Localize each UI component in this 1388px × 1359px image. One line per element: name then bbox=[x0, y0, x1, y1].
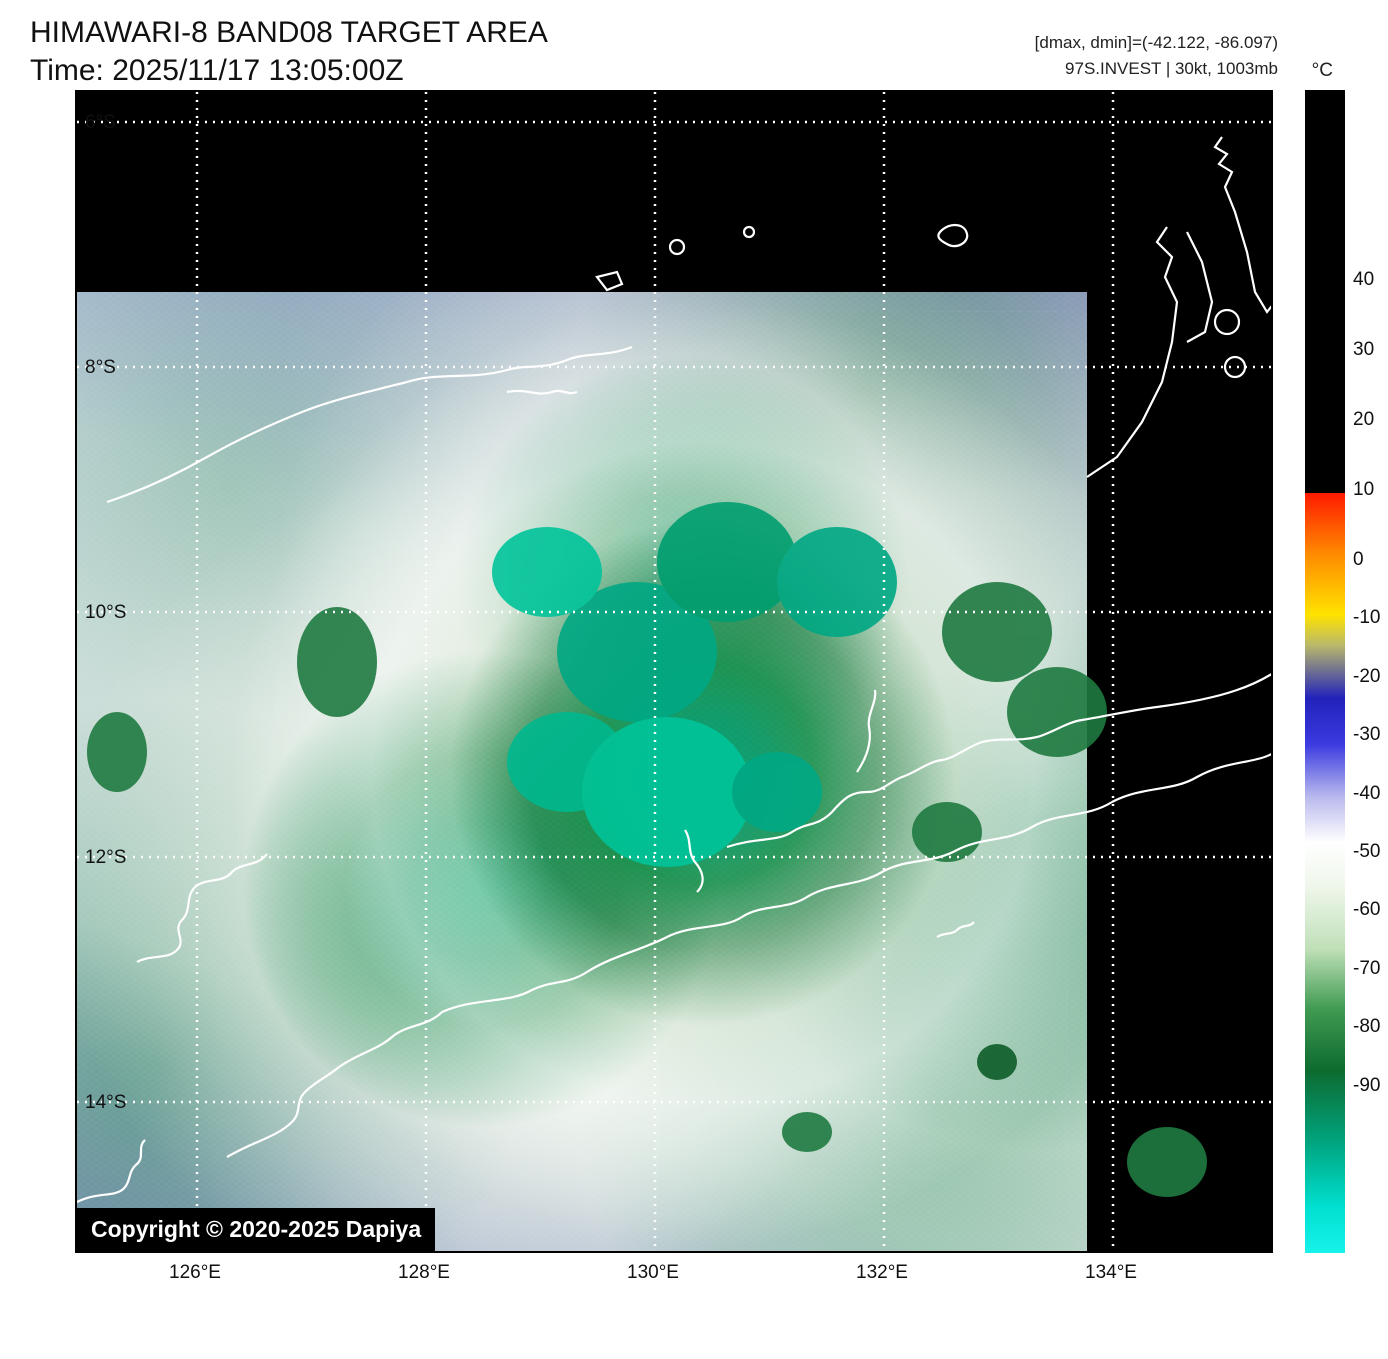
colorbar[interactable]: 40 30 20 10 0 -10 -20 -30 -40 -50 -60 -7… bbox=[1305, 90, 1345, 1253]
cbar-tick-neg80: -80 bbox=[1353, 1016, 1380, 1038]
unit-label: °C bbox=[1312, 60, 1333, 82]
dmax-dmin-label: [dmax, dmin]=(-42.122, -86.097) bbox=[1035, 30, 1278, 56]
cbar-tick-neg40: -40 bbox=[1353, 783, 1380, 805]
cbar-tick-10: 10 bbox=[1353, 479, 1374, 501]
lat-tick-8S: 8°S bbox=[85, 357, 116, 379]
cbar-tick-neg30: -30 bbox=[1353, 724, 1380, 746]
copyright-badge: Copyright © 2020-2025 Dapiya bbox=[77, 1208, 435, 1251]
lon-tick-128E: 128°E bbox=[398, 1262, 450, 1284]
cbar-tick-20: 20 bbox=[1353, 409, 1374, 431]
lat-tick-10S: 10°S bbox=[85, 602, 126, 624]
lat-tick-12S: 12°S bbox=[85, 847, 126, 869]
cbar-tick-neg10: -10 bbox=[1353, 607, 1380, 629]
storm-info-block: [dmax, dmin]=(-42.122, -86.097) 97S.INVE… bbox=[1035, 30, 1278, 81]
cbar-tick-40: 40 bbox=[1353, 269, 1374, 291]
cbar-tick-neg20: -20 bbox=[1353, 666, 1380, 688]
lon-tick-130E: 130°E bbox=[627, 1262, 679, 1284]
cbar-tick-neg60: -60 bbox=[1353, 899, 1380, 921]
colorbar-gradient bbox=[1305, 493, 1345, 1253]
lon-tick-134E: 134°E bbox=[1085, 1262, 1137, 1284]
cbar-tick-30: 30 bbox=[1353, 339, 1374, 361]
lat-tick-14S: 14°S bbox=[85, 1092, 126, 1114]
colorbar-black-region bbox=[1305, 90, 1345, 493]
lon-tick-126E: 126°E bbox=[169, 1262, 221, 1284]
cbar-tick-0: 0 bbox=[1353, 549, 1364, 571]
cbar-tick-neg50: -50 bbox=[1353, 841, 1380, 863]
lon-tick-132E: 132°E bbox=[856, 1262, 908, 1284]
cbar-tick-neg70: -70 bbox=[1353, 958, 1380, 980]
cbar-tick-neg90: -90 bbox=[1353, 1075, 1380, 1097]
satellite-image-plot[interactable]: 6°S 8°S 10°S 12°S 14°S Copyright © 2020-… bbox=[75, 90, 1273, 1253]
grid-lines bbox=[77, 92, 1273, 1253]
lat-tick-6S: 6°S bbox=[85, 112, 116, 134]
storm-info-label: 97S.INVEST | 30kt, 1003mb bbox=[1035, 56, 1278, 82]
